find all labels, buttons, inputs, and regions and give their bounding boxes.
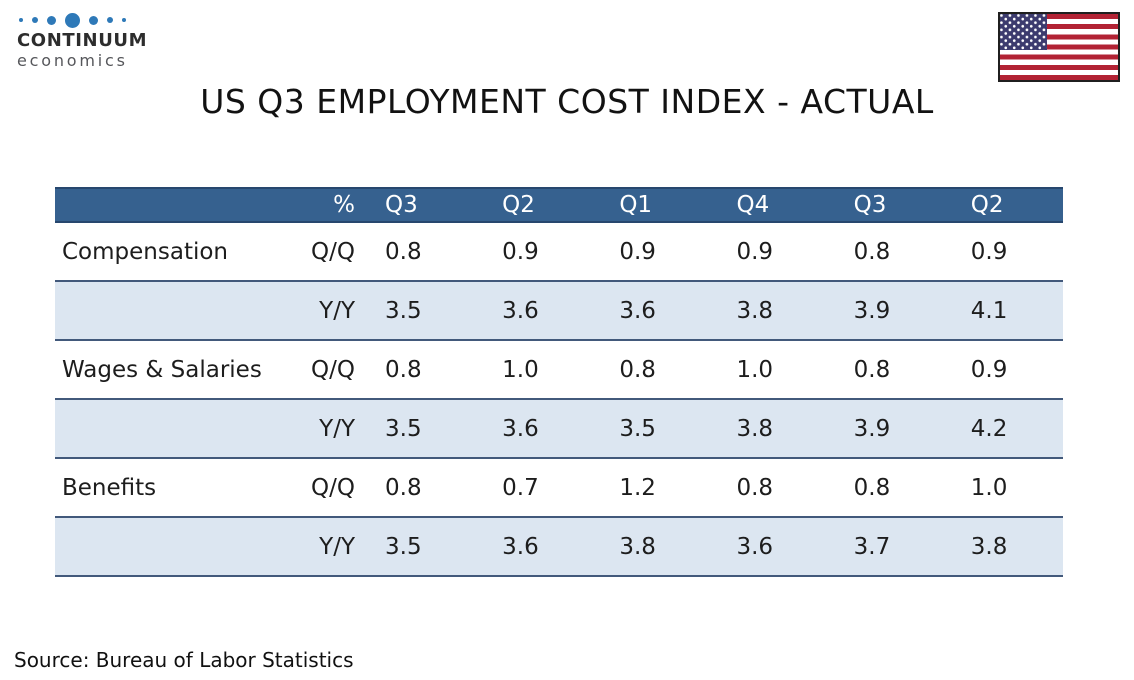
value-cell: 1.0: [477, 340, 595, 399]
value-cell: 0.9: [945, 340, 1063, 399]
value-cell: 3.8: [945, 516, 1063, 577]
logo-dot: [19, 18, 23, 22]
metric-cell: Y/Y: [300, 398, 360, 459]
us-flag-canton: [1000, 14, 1047, 50]
table-body: Compensation Q/Q 0.8 0.9 0.9 0.9 0.8 0.9 Y/Y 3.5 3…: [55, 222, 1063, 577]
value-cell: 0.9: [477, 222, 595, 281]
logo-dot: [65, 12, 80, 28]
value-cell: 3.9: [828, 280, 946, 341]
value-cell: 0.9: [945, 222, 1063, 281]
value-cell: 0.8: [360, 458, 478, 517]
table-row: Compensation Q/Q 0.8 0.9 0.9 0.9 0.8 0.9: [55, 222, 1063, 281]
logo-dot: [122, 18, 126, 22]
table-header: % Q3 Q2 Q1 Q4 Q3 Q2: [55, 187, 1063, 223]
value-cell: 0.8: [828, 458, 946, 517]
value-cell: 3.8: [711, 398, 829, 459]
value-cell: 3.5: [360, 280, 478, 341]
logo-dot: [89, 15, 98, 25]
value-cell: 0.8: [360, 222, 478, 281]
row-label-cell: Wages & Salaries: [55, 340, 300, 399]
quarter-column-header: Q1: [594, 187, 712, 223]
quarter-column-header: Q2: [945, 187, 1063, 223]
row-label-column-header: [55, 187, 300, 223]
metric-cell: Q/Q: [300, 222, 360, 281]
quarter-column-header: Q3: [360, 187, 478, 223]
table-row: Y/Y 3.5 3.6 3.8 3.6 3.7 3.8: [55, 516, 1063, 577]
value-cell: 3.6: [711, 516, 829, 577]
table-row: Wages & Salaries Q/Q 0.8 1.0 0.8 1.0 0.8 0.9: [55, 340, 1063, 399]
employment-cost-index-table: % Q3 Q2 Q1 Q4 Q3 Q2 Compensation Q/Q 0.8 0.9 0.9 0.…: [55, 187, 1063, 577]
row-label-cell: [55, 398, 300, 459]
quarter-column-header: Q4: [711, 187, 829, 223]
value-cell: 3.5: [360, 398, 478, 459]
value-cell: 0.8: [711, 458, 829, 517]
value-cell: 3.6: [477, 280, 595, 341]
metric-cell: Q/Q: [300, 340, 360, 399]
value-cell: 3.9: [828, 398, 946, 459]
row-label-cell: Benefits: [55, 458, 300, 517]
value-cell: 3.7: [828, 516, 946, 577]
logo-dot: [107, 17, 113, 23]
metric-cell: Q/Q: [300, 458, 360, 517]
value-cell: 0.7: [477, 458, 595, 517]
logo-subtitle: economics: [17, 50, 128, 70]
value-cell: 0.8: [360, 340, 478, 399]
value-cell: 0.8: [594, 340, 712, 399]
value-cell: 0.8: [828, 340, 946, 399]
unit-column-header: %: [300, 187, 360, 223]
value-cell: 0.8: [828, 222, 946, 281]
logo-name: CONTINUUM: [17, 30, 148, 51]
logo-dot: [32, 17, 38, 23]
us-flag-icon: [998, 12, 1120, 82]
page-title: US Q3 EMPLOYMENT COST INDEX - ACTUAL: [200, 82, 934, 121]
table-header-row: % Q3 Q2 Q1 Q4 Q3 Q2: [55, 187, 1063, 223]
value-cell: 0.9: [711, 222, 829, 281]
value-cell: 4.1: [945, 280, 1063, 341]
metric-cell: Y/Y: [300, 516, 360, 577]
row-label-cell: [55, 516, 300, 577]
value-cell: 3.6: [594, 280, 712, 341]
value-cell: 3.5: [594, 398, 712, 459]
row-label-cell: [55, 280, 300, 341]
table-row: Y/Y 3.5 3.6 3.5 3.8 3.9 4.2: [55, 398, 1063, 459]
value-cell: 3.8: [594, 516, 712, 577]
value-cell: 1.2: [594, 458, 712, 517]
metric-cell: Y/Y: [300, 280, 360, 341]
continuum-economics-logo: CONTINUUM economics: [17, 12, 147, 70]
value-cell: 3.5: [360, 516, 478, 577]
logo-dot: [47, 15, 56, 25]
quarter-column-header: Q3: [828, 187, 946, 223]
value-cell: 3.8: [711, 280, 829, 341]
table-row: Y/Y 3.5 3.6 3.6 3.8 3.9 4.1: [55, 280, 1063, 341]
value-cell: 1.0: [945, 458, 1063, 517]
quarter-column-header: Q2: [477, 187, 595, 223]
table-row: Benefits Q/Q 0.8 0.7 1.2 0.8 0.8 1.0: [55, 458, 1063, 517]
row-label-cell: Compensation: [55, 222, 300, 281]
value-cell: 1.0: [711, 340, 829, 399]
value-cell: 0.9: [594, 222, 712, 281]
value-cell: 3.6: [477, 516, 595, 577]
value-cell: 3.6: [477, 398, 595, 459]
logo-dots-icon: [19, 12, 147, 28]
value-cell: 4.2: [945, 398, 1063, 459]
source-note: Source: Bureau of Labor Statistics: [14, 648, 354, 672]
